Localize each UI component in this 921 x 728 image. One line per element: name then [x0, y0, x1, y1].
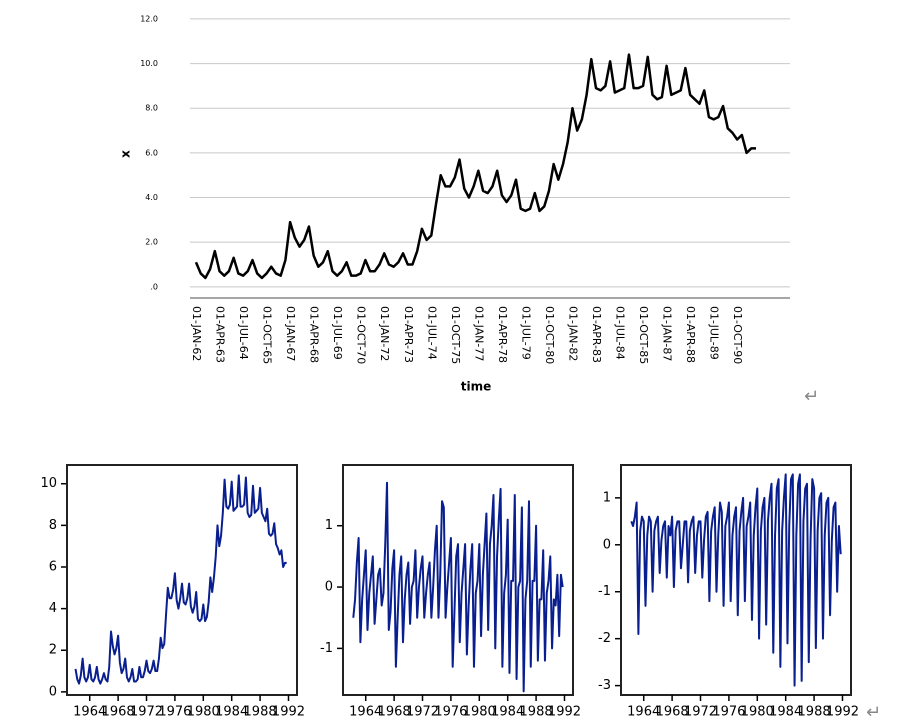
- x-tick-label: 1964: [627, 705, 660, 720]
- plot-frame: [620, 464, 852, 696]
- x-tick-label: 01-JUL-84: [614, 306, 627, 360]
- x-tick-label: 01-APR-83: [590, 306, 603, 363]
- x-tick-label: 01-JAN-87: [661, 306, 674, 361]
- x-tick-label: 01-JUL-64: [237, 306, 250, 360]
- x-tick-label: 1968: [102, 705, 135, 720]
- x-axis-title: time: [461, 380, 492, 394]
- x-tick-label: 01-OCT-65: [261, 306, 274, 364]
- y-tick-label: 4: [49, 601, 57, 616]
- x-tick-label: 1992: [826, 705, 859, 720]
- x-tick-label: 1984: [215, 705, 248, 720]
- plot-frame: [66, 464, 298, 696]
- x-tick-label: 1988: [244, 705, 277, 720]
- x-tick-label: 1976: [434, 705, 467, 720]
- x-tick-label: 01-JUL-79: [519, 306, 532, 360]
- x-tick-label: 1968: [656, 705, 689, 720]
- y-tick-label: -1: [320, 641, 333, 656]
- x-tick-label: 1976: [712, 705, 745, 720]
- x-tick-label: 01-OCT-85: [637, 306, 650, 364]
- x-tick-label: 1984: [769, 705, 802, 720]
- x-tick-label: 01-OCT-75: [449, 306, 462, 364]
- y-tick-label: .0: [150, 282, 158, 291]
- series-line: [630, 473, 842, 687]
- y-tick-label: 1: [603, 490, 611, 505]
- x-tick-label: 01-JUL-69: [331, 306, 344, 360]
- x-tick-label: 1992: [272, 705, 305, 720]
- x-tick-label: 01-APR-88: [684, 306, 697, 363]
- x-tick-label: 1980: [463, 705, 496, 720]
- x-tick-label: 1972: [130, 705, 163, 720]
- x-tick-label: 1972: [406, 705, 439, 720]
- x-tick-label: 01-JAN-72: [378, 306, 391, 361]
- y-axis-title: x: [119, 150, 133, 158]
- paragraph-mark: ↵: [804, 386, 819, 407]
- series-line: [352, 481, 564, 693]
- y-tick-label: 8.0: [145, 104, 158, 113]
- y-tick-label: -1: [598, 584, 611, 599]
- paragraph-mark: ↵: [866, 702, 881, 723]
- x-tick-label: 01-APR-63: [214, 306, 227, 363]
- plot-frame: [342, 464, 574, 696]
- y-tick-label: 10.0: [140, 59, 158, 68]
- y-tick-label: 6: [49, 559, 57, 574]
- x-tick-label: 1980: [741, 705, 774, 720]
- y-tick-label: 6.0: [145, 148, 158, 157]
- x-tick-label: 1968: [378, 705, 411, 720]
- x-tick-label: 01-OCT-90: [731, 306, 744, 364]
- series-line: [194, 53, 756, 280]
- x-tick-label: 1988: [798, 705, 831, 720]
- x-tick-label: 01-APR-73: [402, 306, 415, 363]
- y-tick-label: 0: [49, 684, 57, 699]
- y-tick-label: 10: [40, 476, 57, 491]
- x-tick-label: 1980: [187, 705, 220, 720]
- series-line: [74, 474, 287, 685]
- y-tick-label: 8: [49, 518, 57, 533]
- x-tick-label: 1984: [491, 705, 524, 720]
- y-tick-label: 0: [603, 537, 611, 552]
- x-tick-label: 1976: [158, 705, 191, 720]
- y-tick-label: -2: [598, 631, 611, 646]
- x-tick-label: 01-JAN-82: [566, 306, 579, 361]
- y-tick-label: 4.0: [145, 193, 158, 202]
- x-tick-label: 01-OCT-80: [543, 306, 556, 364]
- x-tick-label: 01-APR-68: [308, 306, 321, 363]
- x-tick-label: 01-JAN-62: [190, 306, 203, 361]
- x-tick-label: 1992: [548, 705, 581, 720]
- x-tick-label: 01-OCT-70: [355, 306, 368, 364]
- y-tick-label: 2.0: [145, 238, 158, 247]
- x-tick-label: 01-JUL-89: [708, 306, 721, 360]
- x-tick-label: 1988: [520, 705, 553, 720]
- y-tick-label: 12.0: [140, 14, 158, 23]
- y-tick-label: 2: [49, 643, 57, 658]
- y-tick-label: 1: [325, 518, 333, 533]
- x-tick-label: 1964: [73, 705, 106, 720]
- y-tick-label: -3: [598, 678, 611, 693]
- x-tick-label: 1972: [684, 705, 717, 720]
- x-tick-label: 01-JUL-74: [425, 306, 438, 360]
- x-tick-label: 01-APR-78: [496, 306, 509, 363]
- y-tick-label: 0: [325, 580, 333, 595]
- x-tick-label: 01-JAN-77: [472, 306, 485, 361]
- x-tick-label: 01-JAN-67: [284, 306, 297, 361]
- x-tick-label: 1964: [349, 705, 382, 720]
